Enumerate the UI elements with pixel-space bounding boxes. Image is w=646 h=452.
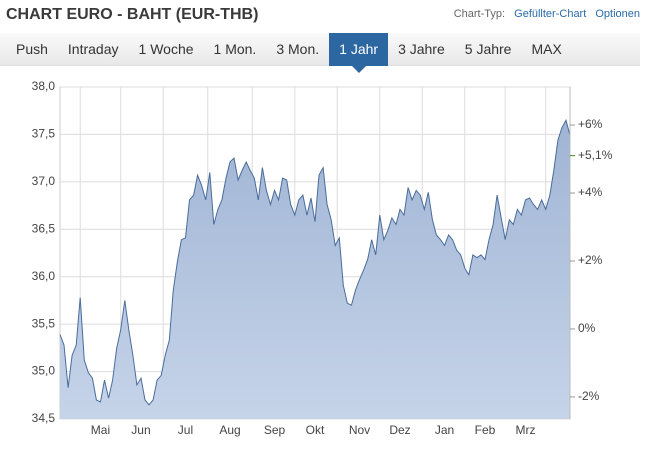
chart-options: Chart-Typ: Gefüllter-Chart Optionen	[454, 8, 640, 20]
tab[interactable]: 3 Jahre	[398, 40, 445, 57]
title: CHART EURO - BAHT (EUR-THB)	[6, 6, 259, 23]
x-tick-label: Jan	[435, 423, 454, 437]
x-tick-label: Mrz	[515, 423, 535, 437]
y2-tick-label: 0%	[578, 321, 596, 335]
options-link[interactable]: Optionen	[595, 8, 640, 20]
tab[interactable]: MAX	[531, 40, 562, 57]
area-line	[59, 118, 571, 406]
x-tick-label: Dez	[389, 423, 410, 437]
tab-bar: Push Intraday 1 Woche 1 Mon. 3 Mon. 1 Jahr 3 J…	[0, 32, 640, 73]
tab[interactable]: 1 Woche	[138, 40, 194, 57]
chart-type-label: Chart-Typ:	[453, 8, 506, 20]
y-tick-label: 36,0	[32, 269, 56, 283]
y-tick-label: 34,5	[32, 411, 56, 425]
tab[interactable]: 3 Mon.	[276, 40, 320, 57]
y-tick-label: 38,0	[32, 79, 56, 93]
x-tick-label: Mai	[91, 423, 110, 437]
y2-tick-label: +2%	[578, 253, 603, 267]
x-tick-label: Feb	[475, 423, 496, 437]
tab[interactable]: 1 Mon.	[213, 40, 257, 57]
chart-type-link[interactable]: Gefüllter-Chart	[514, 8, 587, 20]
x-tick-label: Sep	[264, 423, 286, 437]
y-tick-label: 37,5	[32, 127, 56, 141]
y2-tick-label: -2%	[578, 389, 600, 403]
y-tick-label: 35,5	[32, 316, 56, 330]
area	[60, 120, 570, 419]
y2-tick-label: +6%	[578, 117, 603, 131]
x-tick-label: Jun	[131, 423, 150, 437]
tab[interactable]: 1 Jahr	[329, 32, 389, 73]
x-tick-label: Aug	[219, 423, 240, 437]
y-tick-label: 37,0	[32, 174, 56, 188]
x-tick-label: Jul	[178, 423, 193, 437]
y-tick-label: 36,5	[32, 221, 56, 235]
y-tick-label: 35,0	[32, 364, 56, 378]
y2-tick-label: +4%	[578, 185, 603, 199]
tab[interactable]: Push	[16, 40, 48, 57]
tab[interactable]: Intraday	[67, 40, 119, 57]
x-tick-label: Okt	[306, 423, 325, 437]
change-label: +5,1%	[578, 148, 613, 162]
x-tick-label: Nov	[349, 423, 370, 437]
tab[interactable]: 5 Jahre	[464, 40, 512, 57]
